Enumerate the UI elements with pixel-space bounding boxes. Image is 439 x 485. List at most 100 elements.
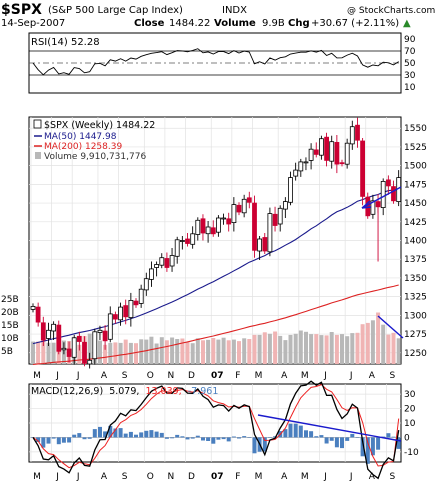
- candle-body: [61, 347, 67, 351]
- rsi-tick-label: 30: [404, 71, 416, 81]
- month-label: D: [188, 371, 195, 381]
- volume-bar: [386, 334, 391, 364]
- candle-body: [179, 240, 185, 242]
- volume-bar: [314, 334, 319, 364]
- volume-tick-label: 25B: [1, 295, 19, 305]
- volume-bar: [350, 333, 355, 364]
- volume-bar: [376, 312, 381, 364]
- candle-body: [174, 239, 180, 257]
- price-tick-label: 1425: [404, 218, 427, 228]
- volume-bar: [134, 343, 138, 364]
- volume-tick-label: 10B: [1, 334, 19, 344]
- price-tick-label: 1550: [404, 124, 427, 134]
- candle-body: [195, 219, 201, 235]
- volume-tick-label: 15B: [1, 321, 19, 331]
- macd-histogram-bar: [98, 426, 102, 438]
- macd-histogram-bar: [77, 433, 82, 438]
- month-label: J: [349, 472, 353, 482]
- month-label: M: [33, 472, 41, 482]
- volume-bar: [262, 332, 267, 364]
- macd-histogram-bar: [154, 431, 159, 438]
- candle-body: [143, 278, 149, 291]
- candle-body: [313, 149, 319, 155]
- macd-histogram-bar: [211, 437, 216, 444]
- candle-body: [164, 258, 170, 268]
- month-label: J: [55, 371, 59, 381]
- candle-body: [344, 142, 350, 165]
- month-label: D: [188, 472, 195, 482]
- volume-bar: [319, 335, 324, 364]
- volume-tick-label: 5B: [1, 347, 13, 357]
- candle-body: [231, 204, 237, 224]
- support-trendline: [361, 186, 402, 209]
- candle-body: [159, 257, 165, 266]
- macd-histogram-bar: [82, 437, 87, 440]
- volume-bar: [170, 337, 175, 364]
- candle-body: [334, 141, 340, 165]
- macd-histogram-bar: [365, 437, 370, 464]
- volume-bar: [257, 334, 262, 364]
- macd-histogram-bar: [314, 436, 319, 438]
- volume-bar: [334, 334, 339, 364]
- macd-histogram-bar: [51, 437, 56, 439]
- volume-bar: [324, 335, 329, 364]
- macd-histogram-bar: [103, 431, 108, 438]
- volume-bar: [273, 331, 278, 364]
- macd-legend: MACD(12,26,9) 5.079, 13.039, -7.961: [31, 386, 218, 397]
- volume-bar: [206, 339, 211, 364]
- macd-histogram-bar: [190, 437, 195, 439]
- month-label: S: [390, 371, 396, 381]
- month-label: A: [101, 371, 108, 381]
- candle-body: [35, 306, 41, 323]
- volume-bar: [226, 340, 231, 364]
- rsi-label: RSI(14) 52.28: [31, 37, 100, 48]
- volume-bar: [51, 342, 56, 364]
- macd-histogram-bar: [195, 435, 200, 438]
- candle-body: [185, 238, 190, 244]
- rsi-tick-label: 90: [404, 35, 416, 45]
- candle-body: [282, 201, 288, 210]
- candle-body: [339, 162, 345, 165]
- price-tick-label: 1325: [404, 293, 427, 303]
- month-label: J: [323, 472, 327, 482]
- candle-body: [308, 148, 314, 161]
- volume-tick-label: 20B: [1, 308, 19, 318]
- candle-body: [385, 179, 391, 187]
- up-arrow-icon: ▲: [403, 18, 411, 29]
- candle-body: [349, 126, 355, 145]
- legend-main: $SPX (Weekly) 1484.22: [44, 120, 155, 131]
- macd-histogram-bar: [149, 430, 154, 438]
- volume-bar: [221, 337, 226, 364]
- macd-histogram-bar: [170, 437, 175, 439]
- chart-header: $SPX (S&P 500 Large Cap Index) INDX @ St…: [0, 0, 439, 32]
- candle-body: [360, 140, 366, 197]
- candle-body: [107, 313, 113, 340]
- rsi-line: [32, 48, 399, 76]
- volume-trendline: [377, 315, 404, 339]
- candle-body: [154, 264, 160, 268]
- volume-bar: [108, 342, 113, 364]
- volume-bar: [87, 333, 92, 364]
- volume-bar: [216, 339, 221, 364]
- candle-body: [262, 237, 268, 252]
- macd-histogram-bar: [391, 436, 396, 438]
- chart-date: 14-Sep-2007: [1, 18, 66, 29]
- rsi-panel: 90 70 50 30 10 RSI(14) 52.28: [28, 32, 416, 94]
- volume-bar: [283, 340, 288, 364]
- macd-tick-label: 30: [404, 390, 416, 400]
- legend-ma200: MA(200) 1258.39: [44, 142, 122, 152]
- price-panel: 1550 1525 1500 1475 1450 1425 1400 1375 1350 1325…: [1, 116, 427, 369]
- macd-histogram-bar: [329, 437, 334, 441]
- volume-bar: [41, 336, 46, 364]
- candle-body: [226, 218, 232, 225]
- volume-bar: [175, 339, 180, 364]
- macd-value: 5.079,: [109, 386, 139, 397]
- month-label: A: [281, 472, 288, 482]
- candle-body: [318, 138, 324, 156]
- volume-bar: [123, 339, 128, 364]
- candle-body: [148, 268, 154, 280]
- volume-bar: [247, 339, 252, 364]
- volume-bar: [190, 343, 195, 364]
- candle-body: [241, 198, 247, 214]
- candle-body: [365, 196, 371, 217]
